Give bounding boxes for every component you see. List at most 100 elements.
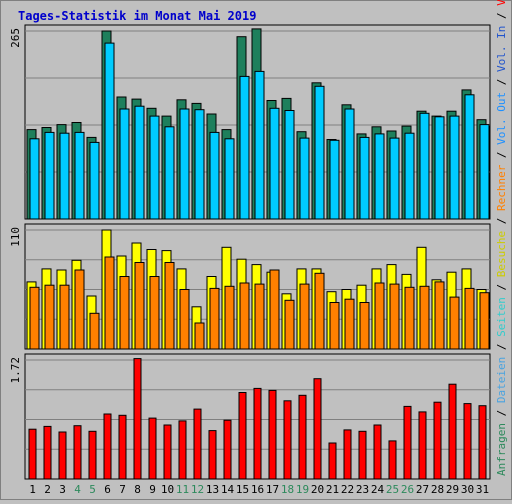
bar-volumen — [193, 408, 202, 480]
legend-separator: / — [495, 337, 508, 357]
bar-volumen — [223, 419, 232, 480]
bar-besuche — [329, 302, 340, 350]
bar-volumen — [208, 430, 217, 480]
scale-label-requests: 265 — [9, 28, 22, 48]
bar-besuche — [89, 312, 100, 350]
bar-besuche — [74, 269, 85, 350]
bar-dateien — [389, 137, 400, 220]
legend-item: Vol. Out — [495, 92, 508, 145]
bar-dateien — [224, 138, 235, 220]
x-tick-label: 18 — [281, 483, 294, 496]
x-tick-label: 12 — [191, 483, 204, 496]
bar-besuche — [464, 287, 475, 350]
bar-volumen — [178, 420, 187, 480]
bar-dateien — [404, 132, 415, 220]
x-axis-labels: 1 2 3 4 5 6 7 8 9 10 11 12 13 14 15 16 17 18 19 20 21 22 23 24 2… — [29, 483, 489, 496]
x-tick-label: 9 — [149, 483, 156, 496]
bar-volumen — [103, 413, 112, 480]
bar-besuche — [104, 256, 115, 350]
bar-volumen — [478, 405, 487, 480]
bar-volumen — [238, 392, 247, 480]
bar-volumen — [433, 401, 442, 480]
bar-volumen — [343, 429, 352, 480]
x-tick-label: 27 — [416, 483, 429, 496]
x-tick-label: 28 — [431, 483, 444, 496]
bar-dateien — [149, 115, 160, 220]
bar-volumen — [313, 378, 322, 480]
bar-dateien — [479, 124, 490, 220]
bar-besuche — [44, 284, 55, 350]
legend-item: Dateien — [495, 357, 508, 403]
bar-besuche — [254, 283, 265, 350]
bar-besuche — [134, 262, 145, 350]
x-tick-label: 8 — [134, 483, 141, 496]
bar-dateien — [299, 137, 310, 220]
x-tick-label: 1 — [29, 483, 36, 496]
x-tick-label: 2 — [44, 483, 51, 496]
bar-besuche — [149, 276, 160, 350]
scale-label-volume: 1.72 — [9, 357, 22, 384]
bar-besuche — [194, 322, 205, 350]
bar-besuche — [299, 283, 310, 350]
bar-besuche — [29, 286, 40, 350]
legend-item: Besuche — [495, 231, 508, 277]
x-tick-label: 22 — [341, 483, 354, 496]
legend-item: Rechner — [495, 164, 508, 211]
bar-volumen — [58, 431, 67, 480]
bar-volumen — [283, 400, 292, 480]
bar-volumen — [463, 403, 472, 480]
x-tick-label: 29 — [446, 483, 459, 496]
x-tick-label: 5 — [89, 483, 96, 496]
bar-volumen — [268, 389, 277, 480]
bar-volumen — [73, 425, 82, 480]
legend-separator: / — [495, 145, 508, 165]
bar-volumen — [163, 424, 172, 480]
x-tick-label: 16 — [251, 483, 264, 496]
x-tick-label: 4 — [74, 483, 81, 496]
bar-besuche — [164, 262, 175, 350]
bar-dateien — [374, 133, 385, 220]
bar-besuche — [224, 285, 235, 350]
bar-besuche — [389, 283, 400, 350]
bar-dateien — [104, 42, 115, 220]
bar-besuche — [479, 292, 490, 350]
bar-volumen — [418, 411, 427, 480]
bar-dateien — [194, 109, 205, 220]
bar-volumen — [388, 440, 397, 480]
x-tick-label: 11 — [176, 483, 189, 496]
bar-besuche — [239, 282, 250, 350]
x-tick-label: 20 — [311, 483, 324, 496]
bar-dateien — [434, 116, 445, 220]
bar-besuche — [59, 284, 70, 350]
x-tick-label: 21 — [326, 483, 339, 496]
bar-besuche — [449, 296, 460, 350]
bar-dateien — [44, 131, 55, 220]
bar-besuche — [314, 272, 325, 350]
bar-dateien — [419, 112, 430, 220]
x-tick-label: 17 — [266, 483, 279, 496]
bar-dateien — [269, 107, 280, 220]
x-tick-label: 15 — [236, 483, 249, 496]
x-tick-label: 30 — [461, 483, 474, 496]
bar-dateien — [284, 110, 295, 220]
chart-title: Tages-Statistik im Monat Mai 2019 — [18, 9, 256, 23]
legend-separator: / — [495, 403, 508, 423]
bar-besuche — [119, 276, 130, 350]
x-tick-label: 26 — [401, 483, 414, 496]
x-tick-label: 23 — [356, 483, 369, 496]
bar-besuche — [209, 287, 220, 350]
legend-item: Vol. In — [495, 26, 508, 72]
bar-besuche — [374, 282, 385, 350]
bar-dateien — [449, 115, 460, 220]
bar-besuche — [404, 286, 415, 350]
bar-dateien — [179, 108, 190, 220]
bar-volumen — [88, 430, 97, 480]
bar-besuche — [434, 281, 445, 350]
bar-volumen — [253, 387, 262, 480]
bar-besuche — [344, 298, 355, 350]
bar-dateien — [254, 70, 265, 220]
x-tick-label: 31 — [476, 483, 489, 496]
bar-volumen — [148, 417, 157, 480]
x-tick-label: 3 — [59, 483, 66, 496]
